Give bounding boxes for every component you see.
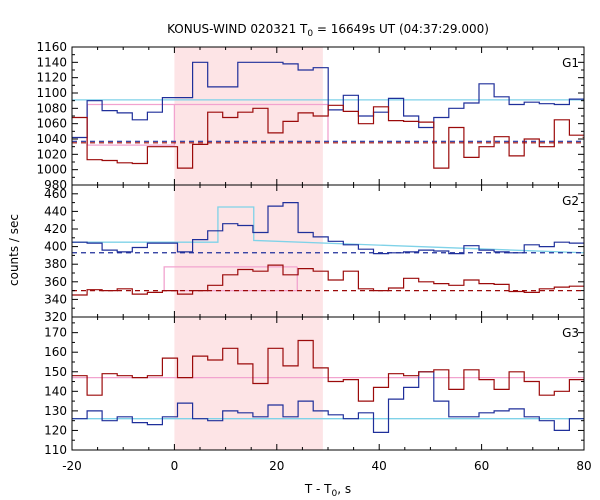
x-axis-label-rest: , s [337,482,351,496]
y-tick-label: 1120 [36,71,67,85]
panel-label: G2 [562,194,579,208]
chart-title: KONUS-WIND 020321 T0 = 16649s UT (04:37:… [167,22,489,39]
y-tick-label: 320 [44,310,67,324]
x-tick-label: -20 [62,459,82,473]
y-tick-label: 980 [44,178,67,192]
series-red-lightcurve [72,104,584,169]
y-tick-label: 1020 [36,147,67,161]
series-red-lightcurve [72,339,584,402]
y-tick-label: 140 [44,384,67,398]
highlight-interval [174,317,323,450]
y-tick-label: 150 [44,365,67,379]
y-tick-label: 170 [44,326,67,340]
panel-g2: 320 340 360 380 400 420 440 460 G2 [44,184,585,324]
blue-background-model [72,206,584,254]
y-tick-label: 1160 [36,40,67,54]
x-tick-label: 0 [171,459,179,473]
panel-frame [71,184,585,318]
y-tick-label: 110 [44,443,67,457]
series-blue-lightcurve [72,202,584,255]
highlight-interval [174,47,323,185]
y-tick-label: 1060 [36,117,67,131]
y-tick-label: 420 [44,222,67,236]
chart-title-main: KONUS-WIND 020321 T [167,22,308,36]
chart-title-rest: = 16649s UT (04:37:29.000) [313,22,489,36]
y-axis-label: counts / sec [7,214,21,286]
highlight-interval [174,185,323,317]
y-tick-label: 380 [44,257,67,271]
series-blue-lightcurve [72,61,584,139]
y-tick-label: 1080 [36,101,67,115]
y-tick-label: 460 [44,187,67,201]
y-tick-label: 400 [44,240,67,254]
chart-title-subscript: 0 [307,29,313,39]
x-tick-label: 80 [576,459,591,473]
y-tick-label: 360 [44,275,67,289]
y-tick-label: 1140 [36,55,67,69]
x-axis-label-subscript: 0 [332,489,338,499]
y-tick-label: 160 [44,345,67,359]
x-axis-label-main: T - T [304,482,332,496]
x-axis-ticks: -20 0 20 40 60 80 [62,459,591,473]
panel-label: G1 [562,56,579,70]
y-tick-label: 440 [44,204,67,218]
y-tick-label: 340 [44,292,67,306]
panel-g3: 110 120 130 140 150 160 170 G3 [44,316,585,457]
x-tick-label: 20 [269,459,284,473]
y-tick-label: 1100 [36,86,67,100]
panel-label: G3 [562,326,579,340]
panel-frame [71,316,585,451]
series-red-lightcurve [72,264,584,304]
y-tick-label: 1040 [36,132,67,146]
x-tick-label: 60 [474,459,489,473]
y-tick-label: 120 [44,423,67,437]
y-tick-label: 1000 [36,163,67,177]
y-tick-label: 130 [44,404,67,418]
x-tick-label: 40 [372,459,387,473]
x-axis-label: T - T0, s [304,482,351,499]
